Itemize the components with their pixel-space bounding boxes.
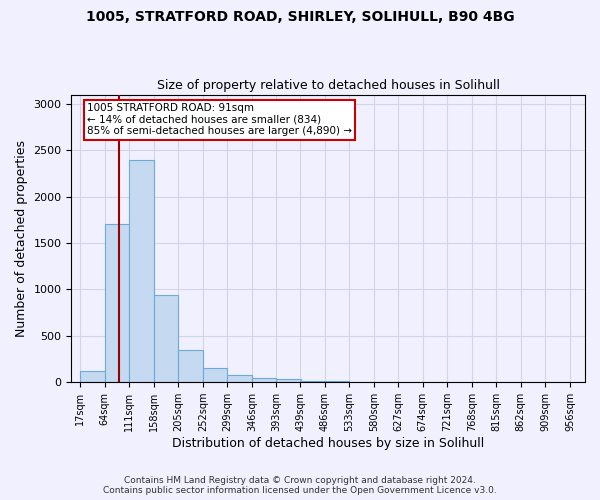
- Bar: [277, 380, 301, 382]
- Bar: [178, 350, 203, 382]
- Bar: [252, 378, 277, 382]
- X-axis label: Distribution of detached houses by size in Solihull: Distribution of detached houses by size …: [172, 437, 484, 450]
- Text: Contains HM Land Registry data © Crown copyright and database right 2024.
Contai: Contains HM Land Registry data © Crown c…: [103, 476, 497, 495]
- Bar: [80, 371, 105, 382]
- Y-axis label: Number of detached properties: Number of detached properties: [15, 140, 28, 337]
- Text: 1005, STRATFORD ROAD, SHIRLEY, SOLIHULL, B90 4BG: 1005, STRATFORD ROAD, SHIRLEY, SOLIHULL,…: [86, 10, 514, 24]
- Bar: [105, 224, 129, 382]
- Bar: [154, 295, 178, 382]
- Bar: [129, 160, 154, 382]
- Title: Size of property relative to detached houses in Solihull: Size of property relative to detached ho…: [157, 79, 500, 92]
- Bar: [227, 375, 252, 382]
- Text: 1005 STRATFORD ROAD: 91sqm
← 14% of detached houses are smaller (834)
85% of sem: 1005 STRATFORD ROAD: 91sqm ← 14% of deta…: [87, 103, 352, 136]
- Bar: [203, 368, 227, 382]
- Bar: [301, 381, 325, 382]
